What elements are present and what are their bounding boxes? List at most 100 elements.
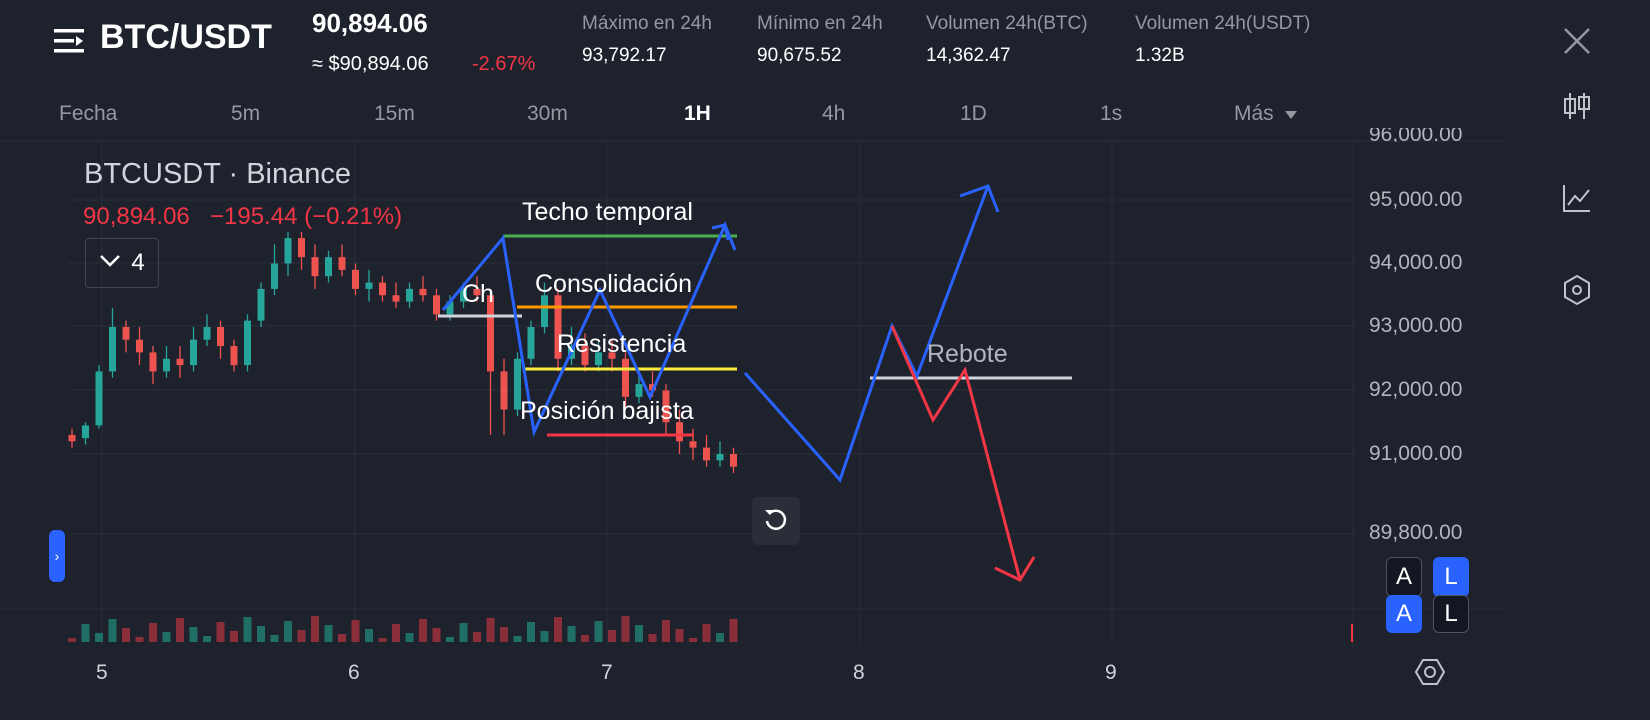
candle-body xyxy=(271,263,278,289)
volume-bar xyxy=(162,632,171,642)
y-tick-label: 89,800.00 xyxy=(1369,521,1463,544)
refresh-icon xyxy=(763,506,789,537)
candle-body xyxy=(284,238,292,264)
volume-bar xyxy=(594,621,603,642)
candle-body xyxy=(419,288,427,296)
blue-arrow-head xyxy=(711,223,730,241)
log-scale-button-2[interactable]: L xyxy=(1433,595,1469,633)
y-tick-label: 94,000.00 xyxy=(1369,251,1463,274)
candle-body xyxy=(163,358,170,372)
candle-body xyxy=(109,327,116,372)
candle-body xyxy=(730,454,737,467)
candle-body xyxy=(581,346,589,366)
candle-body xyxy=(203,327,211,340)
volume-bar xyxy=(257,626,265,642)
volume-bar xyxy=(270,635,279,642)
stat-vol-btc-label: Volumen 24h(BTC) xyxy=(926,13,1088,34)
tab-5m[interactable]: 5m xyxy=(231,102,261,125)
chart-change: −195.44 (−0.21%) xyxy=(210,203,403,230)
stat-high-value: 93,792.17 xyxy=(582,45,667,66)
volume-bar xyxy=(432,628,441,642)
candlestick-icon[interactable] xyxy=(1560,89,1594,123)
candle-body xyxy=(595,352,602,366)
tab-1d[interactable]: 1D xyxy=(960,102,987,125)
candle-body xyxy=(257,288,265,321)
volume-bar xyxy=(324,625,333,642)
tab-30m[interactable]: 30m xyxy=(527,102,568,125)
pair-title[interactable]: BTC/USDT xyxy=(100,18,272,56)
volume-bar xyxy=(351,620,360,642)
tab-mas-label: Más xyxy=(1234,102,1274,125)
volume-bar xyxy=(729,619,738,642)
y-tick-partial: 96,000.00 xyxy=(1369,128,1463,142)
tab-mas[interactable]: Más xyxy=(1234,102,1298,126)
candle-body xyxy=(622,358,629,397)
line-chart-icon[interactable] xyxy=(1560,181,1594,215)
volume-bar xyxy=(581,635,589,642)
y-tick-label: 93,000.00 xyxy=(1369,314,1463,337)
indicator-toggle[interactable]: 4 xyxy=(85,238,159,288)
volume-bar xyxy=(392,624,400,642)
volume-bar xyxy=(95,633,103,642)
annotation-resistencia[interactable]: Resistencia xyxy=(557,330,687,358)
volume-bar xyxy=(419,619,427,642)
volume-bar xyxy=(81,624,90,642)
candle-body xyxy=(541,295,548,327)
candle-body xyxy=(433,295,440,315)
menu-icon[interactable] xyxy=(54,27,86,55)
stat-vol-usdt-value: 1.32B xyxy=(1135,45,1185,66)
candle-body xyxy=(365,282,373,289)
volume-bar xyxy=(216,622,225,642)
auto-scale-button-2[interactable]: A xyxy=(1386,595,1422,633)
candle-body xyxy=(676,422,683,442)
tab-15m[interactable]: 15m xyxy=(374,102,415,125)
candle-body xyxy=(190,339,197,366)
candle-body xyxy=(68,434,76,442)
chart-symbol-title: BTCUSDT · Binance xyxy=(84,158,351,190)
auto-scale-button[interactable]: A xyxy=(1386,557,1422,597)
candle-body xyxy=(473,288,481,296)
tab-1s[interactable]: 1s xyxy=(1100,102,1123,125)
x-tick-label: 8 xyxy=(853,661,865,684)
close-icon[interactable] xyxy=(1562,26,1592,56)
indicator-count: 4 xyxy=(131,249,145,276)
annotation-rebote[interactable]: Rebote xyxy=(927,340,1008,368)
log-scale-button[interactable]: L xyxy=(1433,557,1469,597)
annotation-ch[interactable]: Ch xyxy=(462,280,494,308)
stat-vol-btc-value: 14,362.47 xyxy=(926,45,1011,66)
y-tick-label: 92,000.00 xyxy=(1369,378,1463,401)
indicator-icon[interactable] xyxy=(1560,273,1594,307)
chevron-right-icon: › xyxy=(54,548,60,564)
annotation-posicion-bajista[interactable]: Posición bajista xyxy=(520,397,694,425)
volume-bar xyxy=(473,632,481,642)
left-panel-handle[interactable]: › xyxy=(49,530,65,582)
tab-1h[interactable]: 1H xyxy=(684,102,711,125)
volume-bar xyxy=(230,631,238,642)
candle-body xyxy=(500,371,508,410)
red-arrow-head xyxy=(994,556,1036,582)
volume-bar xyxy=(135,637,144,642)
candle-body xyxy=(136,339,143,353)
candle-body xyxy=(649,384,656,391)
reset-chart-button[interactable] xyxy=(752,497,800,545)
volume-bar xyxy=(527,622,535,642)
settings-icon[interactable] xyxy=(1414,656,1446,688)
tab-4h[interactable]: 4h xyxy=(822,102,846,125)
volume-bar xyxy=(311,616,319,642)
volume-bar xyxy=(1351,624,1353,642)
candle-body xyxy=(176,358,184,366)
candle-body xyxy=(230,346,238,366)
tab-fecha[interactable]: Fecha xyxy=(59,102,118,125)
candle-body xyxy=(446,301,454,315)
candle-body xyxy=(379,282,386,296)
annotation-consolidacion[interactable]: Consolidación xyxy=(535,270,693,298)
candle-body xyxy=(325,257,332,277)
volume-bar xyxy=(567,626,576,642)
candle-body xyxy=(352,269,359,289)
candle-body xyxy=(406,288,413,302)
candle-body xyxy=(514,358,521,410)
annotation-techo-temporal[interactable]: Techo temporal xyxy=(522,198,693,226)
volume-bar xyxy=(378,638,387,642)
volume-bar xyxy=(648,634,657,642)
